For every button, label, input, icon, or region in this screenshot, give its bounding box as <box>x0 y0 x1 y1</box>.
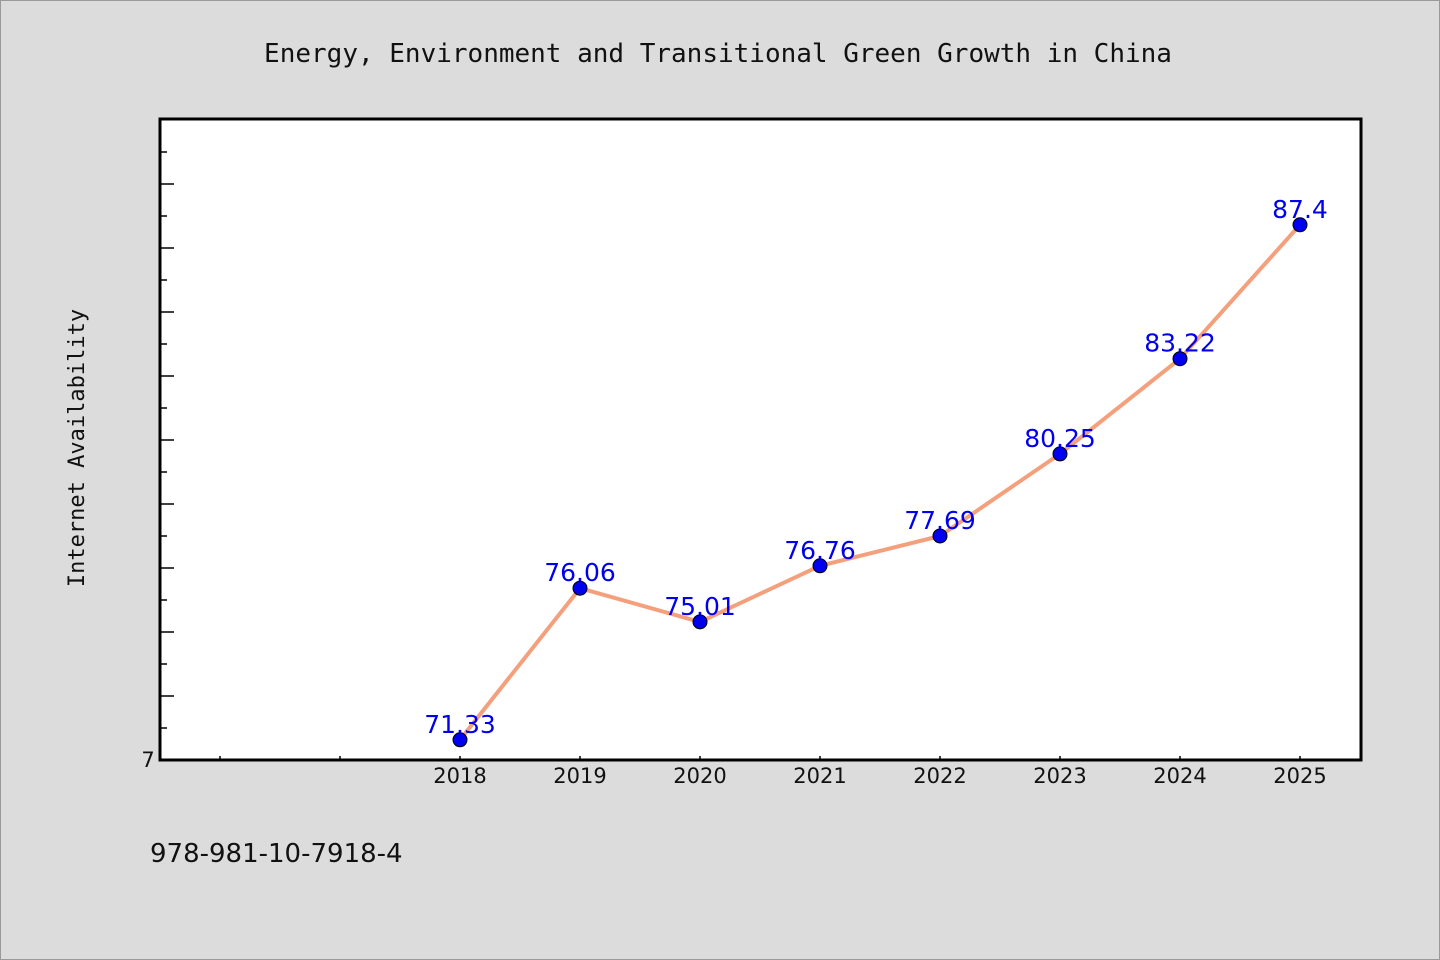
data-point-marker <box>572 580 588 596</box>
data-value-label: 76.76 <box>784 536 856 565</box>
data-labels: 71.33 76.06 75.01 76.76 77.69 80.25 83.22 87.4 <box>424 195 1328 739</box>
data-value-label: 80.25 <box>1024 424 1096 453</box>
chart-title: Energy, Environment and Transitional Gre… <box>264 39 1172 69</box>
data-value-label: 83.22 <box>1144 329 1216 358</box>
x-axis-tick-labels: 2018 2019 2020 2021 2022 2023 2024 2025 <box>433 764 1326 788</box>
data-point-marker <box>452 732 468 748</box>
data-point-marker <box>1172 351 1188 367</box>
x-tick-label: 2018 <box>433 764 486 788</box>
data-value-label: 76.06 <box>544 558 616 587</box>
data-value-label: 75.01 <box>664 592 736 621</box>
x-tick-label: 2025 <box>1273 764 1326 788</box>
x-tick-label: 2022 <box>913 764 966 788</box>
x-axis-ticks <box>219 756 1301 760</box>
plot-area <box>158 117 1363 762</box>
y-tick-label: 7 <box>141 748 154 772</box>
x-tick-label: 2020 <box>673 764 726 788</box>
data-value-label: 77.69 <box>904 506 976 535</box>
y-axis-ticks <box>160 151 174 761</box>
data-value-label: 71.33 <box>424 710 496 739</box>
data-value-label: 87.4 <box>1272 195 1328 224</box>
x-tick-label: 2019 <box>553 764 606 788</box>
data-point-marker <box>932 528 948 544</box>
isbn-footer: 978-981-10-7918-4 <box>150 839 403 869</box>
data-point-marker <box>1052 446 1068 462</box>
y-axis-label: Internet Availability <box>65 309 90 587</box>
data-point-marker <box>812 558 828 574</box>
x-tick-label: 2024 <box>1153 764 1206 788</box>
series-line <box>458 223 1302 742</box>
x-tick-label: 2021 <box>793 764 846 788</box>
data-point-marker <box>1292 217 1308 233</box>
x-tick-label: 2023 <box>1033 764 1086 788</box>
data-markers <box>452 217 1308 748</box>
data-point-marker <box>692 614 708 630</box>
